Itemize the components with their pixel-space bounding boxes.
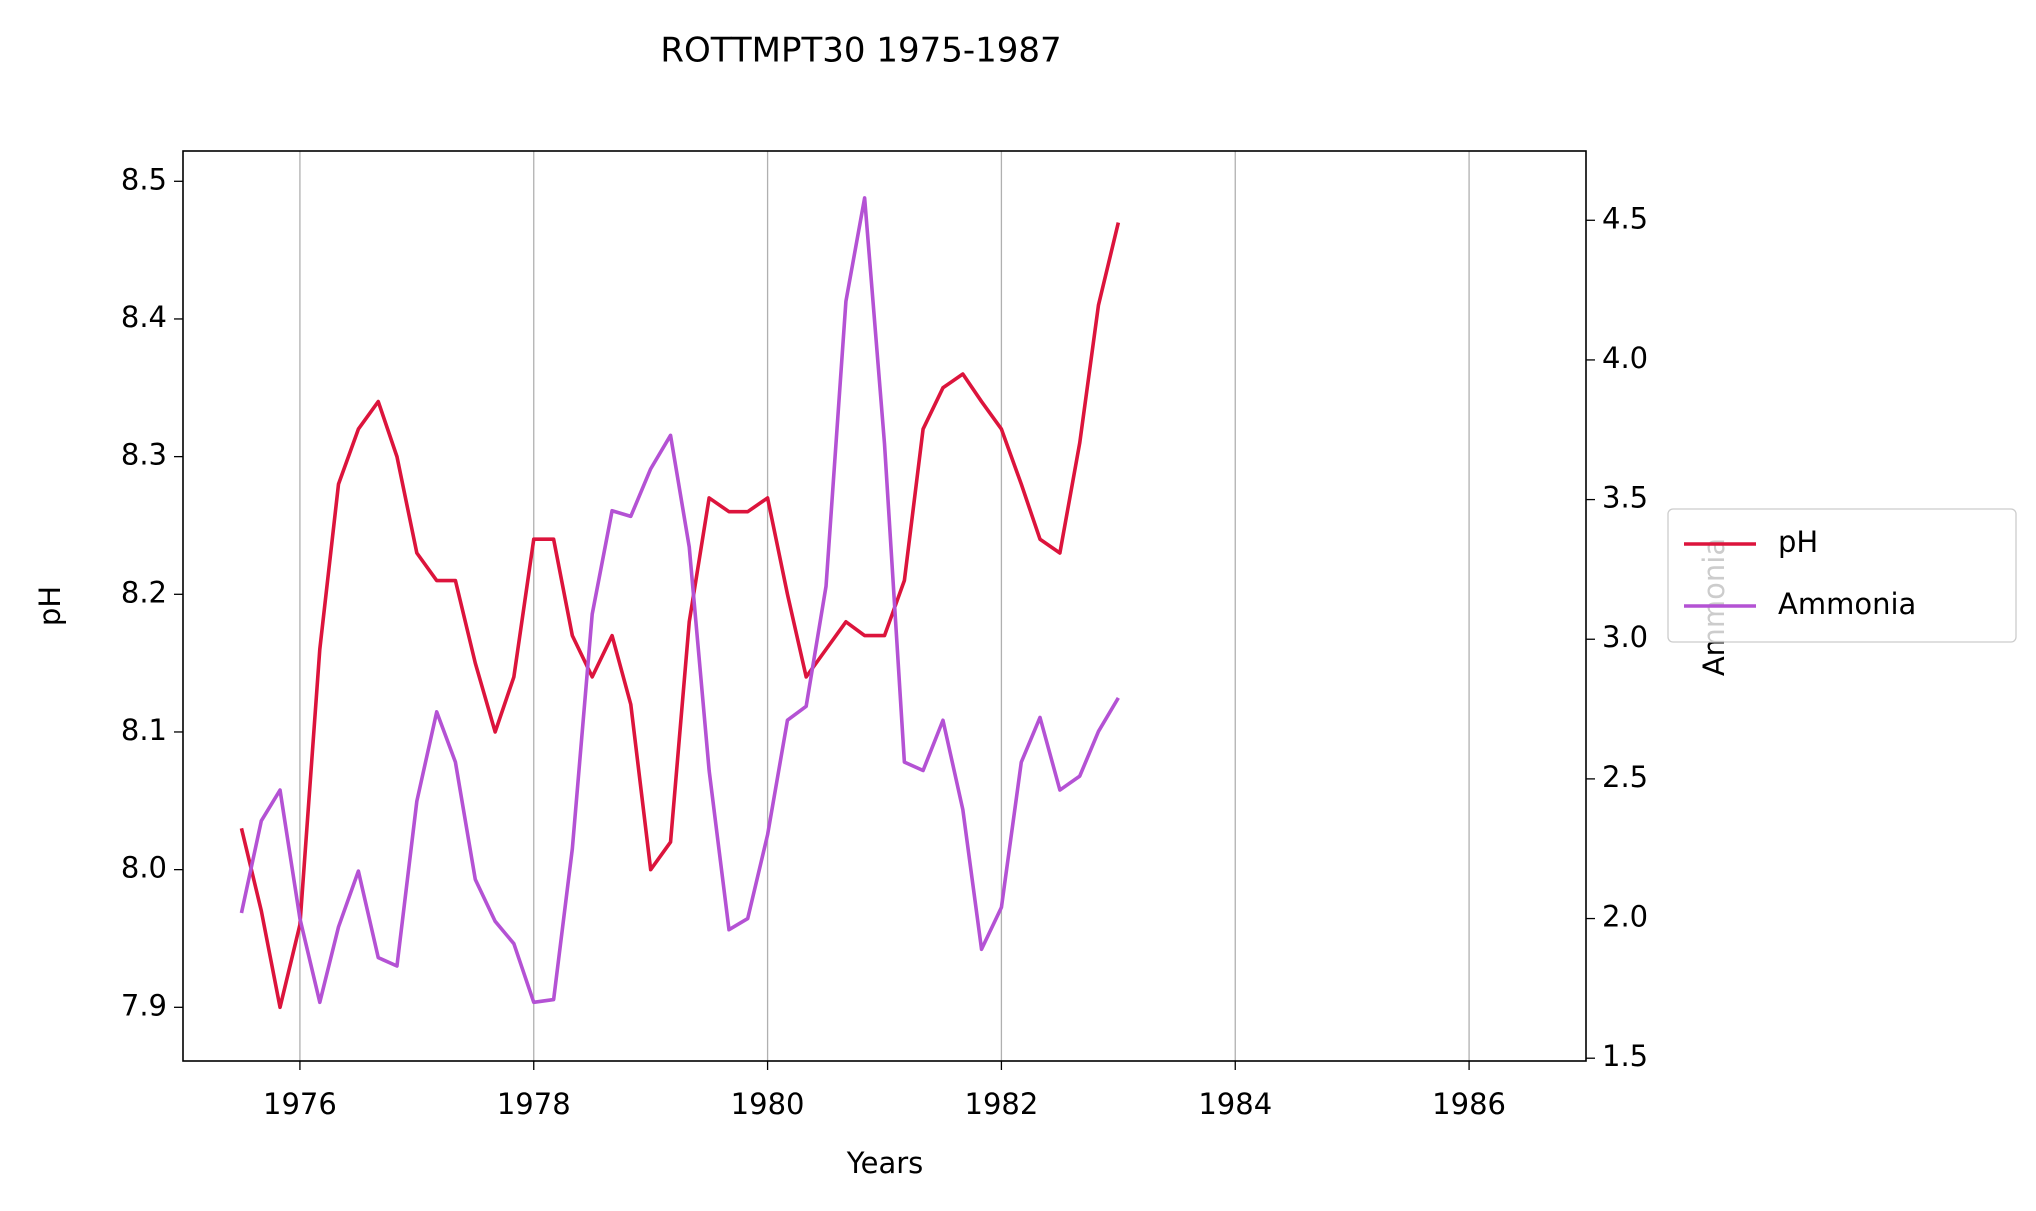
legend: pH Ammonia xyxy=(1667,508,2017,643)
y-tick-label: 8.4 xyxy=(121,300,167,334)
y2-tick-label: 3.5 xyxy=(1602,481,1648,515)
x-axis-label: Years xyxy=(846,1146,924,1180)
y-tick-label: 8.5 xyxy=(121,162,167,196)
legend-label: pH xyxy=(1778,525,1818,559)
chart-title: ROTTMPT30 1975-1987 xyxy=(660,31,1061,71)
x-tick-label: 1978 xyxy=(497,1087,571,1121)
y-axis-label: pH xyxy=(33,586,67,626)
y-tick-label: 8.0 xyxy=(121,851,167,885)
legend-box xyxy=(1667,508,2017,643)
y2-tick-label: 2.0 xyxy=(1602,900,1648,934)
y-tick-label: 8.2 xyxy=(121,575,167,609)
y2-tick-label: 1.5 xyxy=(1602,1039,1648,1073)
y2-tick-label: 4.5 xyxy=(1602,201,1648,235)
y-tick-label: 8.1 xyxy=(121,713,167,747)
line-series xyxy=(239,222,1121,1010)
y2-tick-label: 3.0 xyxy=(1602,620,1648,654)
x-tick-label: 1982 xyxy=(965,1087,1039,1121)
axes-frame xyxy=(182,150,1587,1062)
y2-tick-label: 4.0 xyxy=(1602,341,1648,375)
x-tick-label: 1980 xyxy=(731,1087,805,1121)
y2-tick-label: 2.5 xyxy=(1602,760,1648,794)
y-tick-label: 8.3 xyxy=(121,438,167,472)
x-tick-label: 1984 xyxy=(1198,1087,1272,1121)
y-tick-label: 7.9 xyxy=(121,988,167,1022)
line-series xyxy=(239,196,1120,1005)
x-tick-label: 1986 xyxy=(1432,1087,1506,1121)
legend-label: Ammonia xyxy=(1778,587,1916,621)
x-tick-label: 1976 xyxy=(263,1087,337,1121)
